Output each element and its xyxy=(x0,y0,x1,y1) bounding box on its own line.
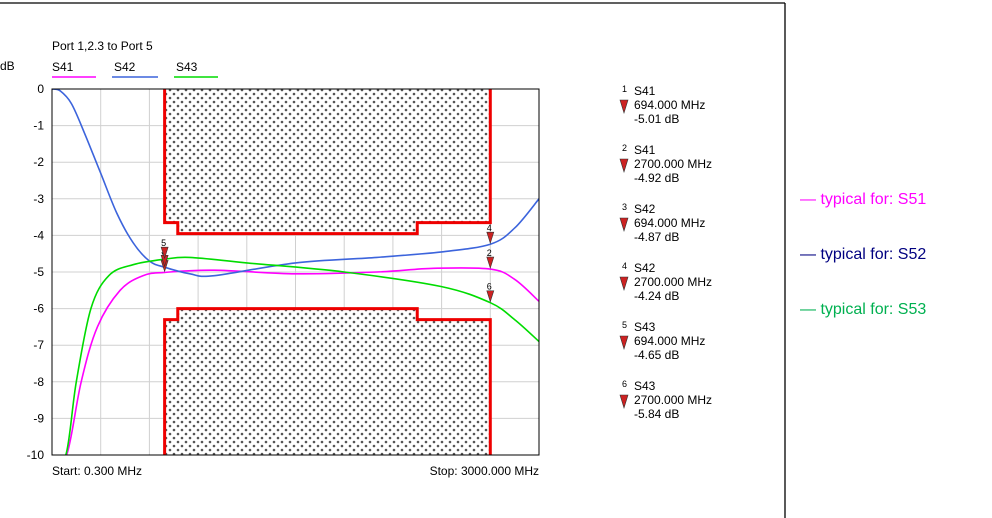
marker-entry-trace: S42 xyxy=(634,261,656,275)
marker-entry-trace: S41 xyxy=(634,143,656,157)
marker-entry-triangle xyxy=(619,394,629,410)
marker-triangle-5 xyxy=(160,246,169,260)
legend-label-s41: S41 xyxy=(52,60,74,74)
y-unit-label: dB xyxy=(0,59,15,73)
trace-s41 xyxy=(52,267,539,455)
plot-border xyxy=(51,88,540,456)
annotation-typical-s53: — typical for: S53 xyxy=(800,301,926,318)
marker-triangle-2 xyxy=(486,256,495,270)
marker-entry-trace: S43 xyxy=(634,320,656,334)
marker-entry-triangle xyxy=(619,99,629,115)
legend-label-s43: S43 xyxy=(176,60,198,74)
limit-line-lower xyxy=(163,307,492,455)
stop-frequency-label: Stop: 3000.000 MHz xyxy=(430,464,539,478)
marker-entry-number: 6 xyxy=(622,379,627,389)
y-tick-label: -9 xyxy=(33,411,44,425)
marker-number-5: 5 xyxy=(161,238,166,248)
marker-number-2: 2 xyxy=(487,248,492,258)
annotation-typical-s51: — typical for: S51 xyxy=(800,191,926,208)
trace-s42 xyxy=(52,89,539,278)
y-tick-label: -1 xyxy=(33,119,44,133)
marker-entry-number: 5 xyxy=(622,320,627,330)
marker-entry-value: -4.65 dB xyxy=(634,348,679,362)
y-tick-label: -10 xyxy=(27,448,45,462)
marker-triangle-6 xyxy=(486,290,495,303)
marker-entry-frequency: 694.000 MHz xyxy=(634,216,705,230)
legend: S41 S42 S43 xyxy=(52,60,218,78)
marker-entry-triangle xyxy=(619,276,629,292)
y-tick-label: 0 xyxy=(37,82,44,96)
y-tick-label: -3 xyxy=(33,192,44,206)
chart-markers: 123456 xyxy=(160,223,495,303)
marker-entry-triangle xyxy=(619,217,629,233)
y-tick-label: -7 xyxy=(33,338,44,352)
marker-entry-trace: S41 xyxy=(634,84,656,98)
annotation-typical-s52: — typical for: S52 xyxy=(800,246,926,263)
marker-entry-number: 1 xyxy=(622,84,627,94)
marker-entry-trace: S43 xyxy=(634,379,656,393)
marker-entry-frequency: 694.000 MHz xyxy=(634,98,705,112)
marker-entry-value: -5.84 dB xyxy=(634,407,679,421)
marker-entry-frequency: 2700.000 MHz xyxy=(634,393,712,407)
y-tick-label: -2 xyxy=(33,155,44,169)
trace-s43 xyxy=(52,256,539,455)
marker-entry-value: -4.87 dB xyxy=(634,230,679,244)
limit-region xyxy=(164,308,491,455)
marker-entry-triangle xyxy=(619,335,629,351)
limit-region xyxy=(164,89,491,234)
limit-lines xyxy=(163,89,492,455)
y-tick-label: -8 xyxy=(33,375,44,389)
marker-entry-value: -4.24 dB xyxy=(634,289,679,303)
marker-entry-number: 3 xyxy=(622,202,627,212)
legend-label-s42: S42 xyxy=(114,60,136,74)
y-tick-label: -4 xyxy=(33,228,44,242)
marker-entry-frequency: 2700.000 MHz xyxy=(634,275,712,289)
marker-number-4: 4 xyxy=(487,223,492,233)
y-tick-label: -5 xyxy=(33,265,44,279)
marker-number-6: 6 xyxy=(487,282,492,292)
marker-entry-value: -5.01 dB xyxy=(634,112,679,126)
marker-entry-value: -4.92 dB xyxy=(634,171,679,185)
marker-entry-frequency: 2700.000 MHz xyxy=(634,157,712,171)
start-frequency-label: Start: 0.300 MHz xyxy=(52,464,142,478)
marker-entry-frequency: 694.000 MHz xyxy=(634,334,705,348)
y-tick-labels: 0 -1 -2 -3 -4 -5 -6 -7 -8 -9 -10 xyxy=(27,82,45,462)
chart-title: Port 1,2.3 to Port 5 xyxy=(52,39,153,53)
marker-entry-number: 2 xyxy=(622,143,627,153)
marker-triangle-4 xyxy=(486,231,495,245)
marker-entry-number: 4 xyxy=(622,261,627,271)
y-tick-label: -6 xyxy=(33,302,44,316)
limit-line-upper xyxy=(163,89,492,236)
marker-entry-trace: S42 xyxy=(634,202,656,216)
traces xyxy=(52,89,539,455)
marker-entry-triangle xyxy=(619,158,629,174)
limit-shading xyxy=(164,89,491,455)
